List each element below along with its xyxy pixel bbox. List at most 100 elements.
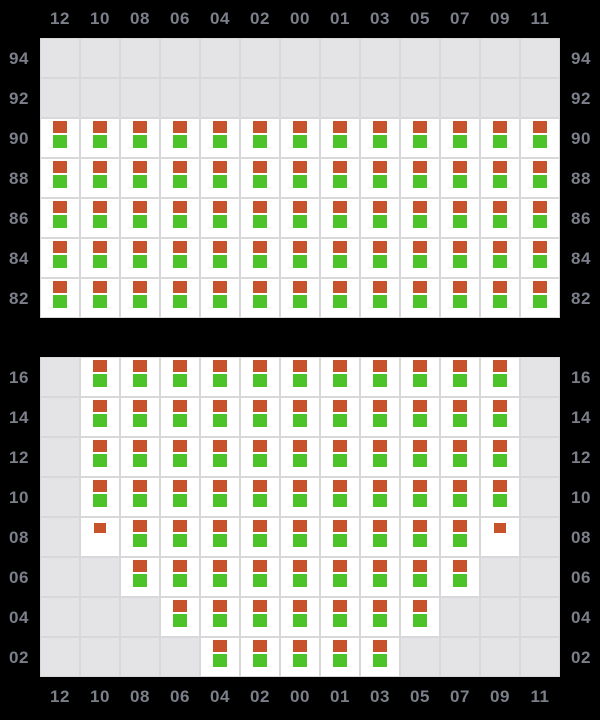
grid-cell[interactable] — [121, 239, 159, 277]
grid-cell[interactable] — [361, 279, 399, 317]
grid-cell[interactable] — [321, 358, 359, 396]
grid-cell[interactable] — [401, 478, 439, 516]
grid-cell[interactable] — [441, 398, 479, 436]
grid-cell[interactable] — [161, 438, 199, 476]
grid-cell[interactable] — [161, 199, 199, 237]
grid-cell[interactable] — [241, 119, 279, 157]
grid-cell[interactable] — [161, 398, 199, 436]
grid-cell[interactable] — [81, 199, 119, 237]
grid-cell[interactable] — [361, 478, 399, 516]
grid-cell[interactable] — [201, 638, 239, 676]
grid-cell[interactable] — [161, 558, 199, 596]
grid-cell[interactable] — [241, 159, 279, 197]
grid-cell[interactable] — [241, 518, 279, 556]
grid-cell[interactable] — [81, 478, 119, 516]
grid-cell[interactable] — [121, 398, 159, 436]
grid-cell[interactable] — [281, 159, 319, 197]
grid-cell[interactable] — [161, 119, 199, 157]
grid-cell[interactable] — [401, 358, 439, 396]
grid-cell[interactable] — [201, 239, 239, 277]
grid-cell[interactable] — [521, 119, 559, 157]
grid-cell[interactable] — [161, 159, 199, 197]
grid-cell[interactable] — [241, 438, 279, 476]
grid-cell[interactable] — [241, 279, 279, 317]
grid-cell[interactable] — [321, 119, 359, 157]
grid-cell[interactable] — [441, 518, 479, 556]
grid-cell[interactable] — [361, 119, 399, 157]
grid-cell[interactable] — [281, 119, 319, 157]
grid-cell[interactable] — [401, 199, 439, 237]
grid-cell[interactable] — [281, 518, 319, 556]
grid-cell[interactable] — [81, 239, 119, 277]
grid-cell[interactable] — [361, 438, 399, 476]
grid-cell[interactable] — [121, 159, 159, 197]
grid-cell[interactable] — [281, 558, 319, 596]
grid-cell[interactable] — [361, 159, 399, 197]
grid-cell[interactable] — [401, 438, 439, 476]
grid-cell[interactable] — [201, 358, 239, 396]
grid-cell[interactable] — [81, 398, 119, 436]
grid-cell[interactable] — [201, 279, 239, 317]
grid-cell[interactable] — [521, 199, 559, 237]
grid-cell[interactable] — [201, 159, 239, 197]
grid-cell[interactable] — [201, 119, 239, 157]
grid-cell[interactable] — [401, 279, 439, 317]
grid-cell[interactable] — [441, 558, 479, 596]
grid-cell[interactable] — [281, 199, 319, 237]
grid-cell[interactable] — [161, 598, 199, 636]
grid-cell[interactable] — [401, 518, 439, 556]
grid-cell[interactable] — [321, 438, 359, 476]
grid-cell[interactable] — [401, 398, 439, 436]
grid-cell[interactable] — [401, 159, 439, 197]
grid-cell[interactable] — [161, 279, 199, 317]
grid-cell[interactable] — [161, 358, 199, 396]
grid-cell[interactable] — [41, 119, 79, 157]
grid-cell[interactable] — [321, 518, 359, 556]
grid-cell[interactable] — [281, 358, 319, 396]
grid-cell[interactable] — [41, 199, 79, 237]
grid-cell[interactable] — [201, 518, 239, 556]
grid-cell[interactable] — [241, 358, 279, 396]
grid-cell[interactable] — [201, 199, 239, 237]
grid-cell[interactable] — [481, 279, 519, 317]
grid-cell[interactable] — [441, 119, 479, 157]
grid-cell[interactable] — [361, 518, 399, 556]
grid-cell[interactable] — [441, 239, 479, 277]
grid-cell[interactable] — [201, 438, 239, 476]
grid-cell[interactable] — [121, 199, 159, 237]
grid-cell[interactable] — [81, 279, 119, 317]
grid-cell[interactable] — [241, 638, 279, 676]
grid-cell[interactable] — [321, 398, 359, 436]
grid-cell[interactable] — [361, 239, 399, 277]
grid-cell[interactable] — [201, 398, 239, 436]
grid-cell[interactable] — [441, 478, 479, 516]
grid-cell[interactable] — [241, 199, 279, 237]
grid-cell[interactable] — [361, 199, 399, 237]
grid-cell[interactable] — [81, 119, 119, 157]
grid-cell[interactable] — [161, 518, 199, 556]
grid-cell[interactable] — [121, 279, 159, 317]
grid-cell[interactable] — [281, 438, 319, 476]
grid-cell[interactable] — [321, 279, 359, 317]
grid-cell[interactable] — [41, 159, 79, 197]
grid-cell[interactable] — [241, 558, 279, 596]
grid-cell[interactable] — [241, 478, 279, 516]
grid-cell[interactable] — [441, 438, 479, 476]
grid-cell[interactable] — [521, 159, 559, 197]
grid-cell[interactable] — [521, 279, 559, 317]
grid-cell[interactable] — [121, 558, 159, 596]
grid-cell[interactable] — [481, 358, 519, 396]
grid-cell[interactable] — [201, 598, 239, 636]
grid-cell[interactable] — [321, 558, 359, 596]
grid-cell[interactable] — [521, 239, 559, 277]
grid-cell[interactable] — [81, 438, 119, 476]
grid-cell[interactable] — [321, 478, 359, 516]
grid-cell[interactable] — [481, 438, 519, 476]
grid-cell[interactable] — [321, 239, 359, 277]
grid-cell[interactable] — [481, 159, 519, 197]
grid-cell[interactable] — [121, 119, 159, 157]
grid-cell[interactable] — [241, 239, 279, 277]
grid-cell[interactable] — [441, 279, 479, 317]
grid-cell[interactable] — [121, 478, 159, 516]
grid-cell[interactable] — [481, 398, 519, 436]
